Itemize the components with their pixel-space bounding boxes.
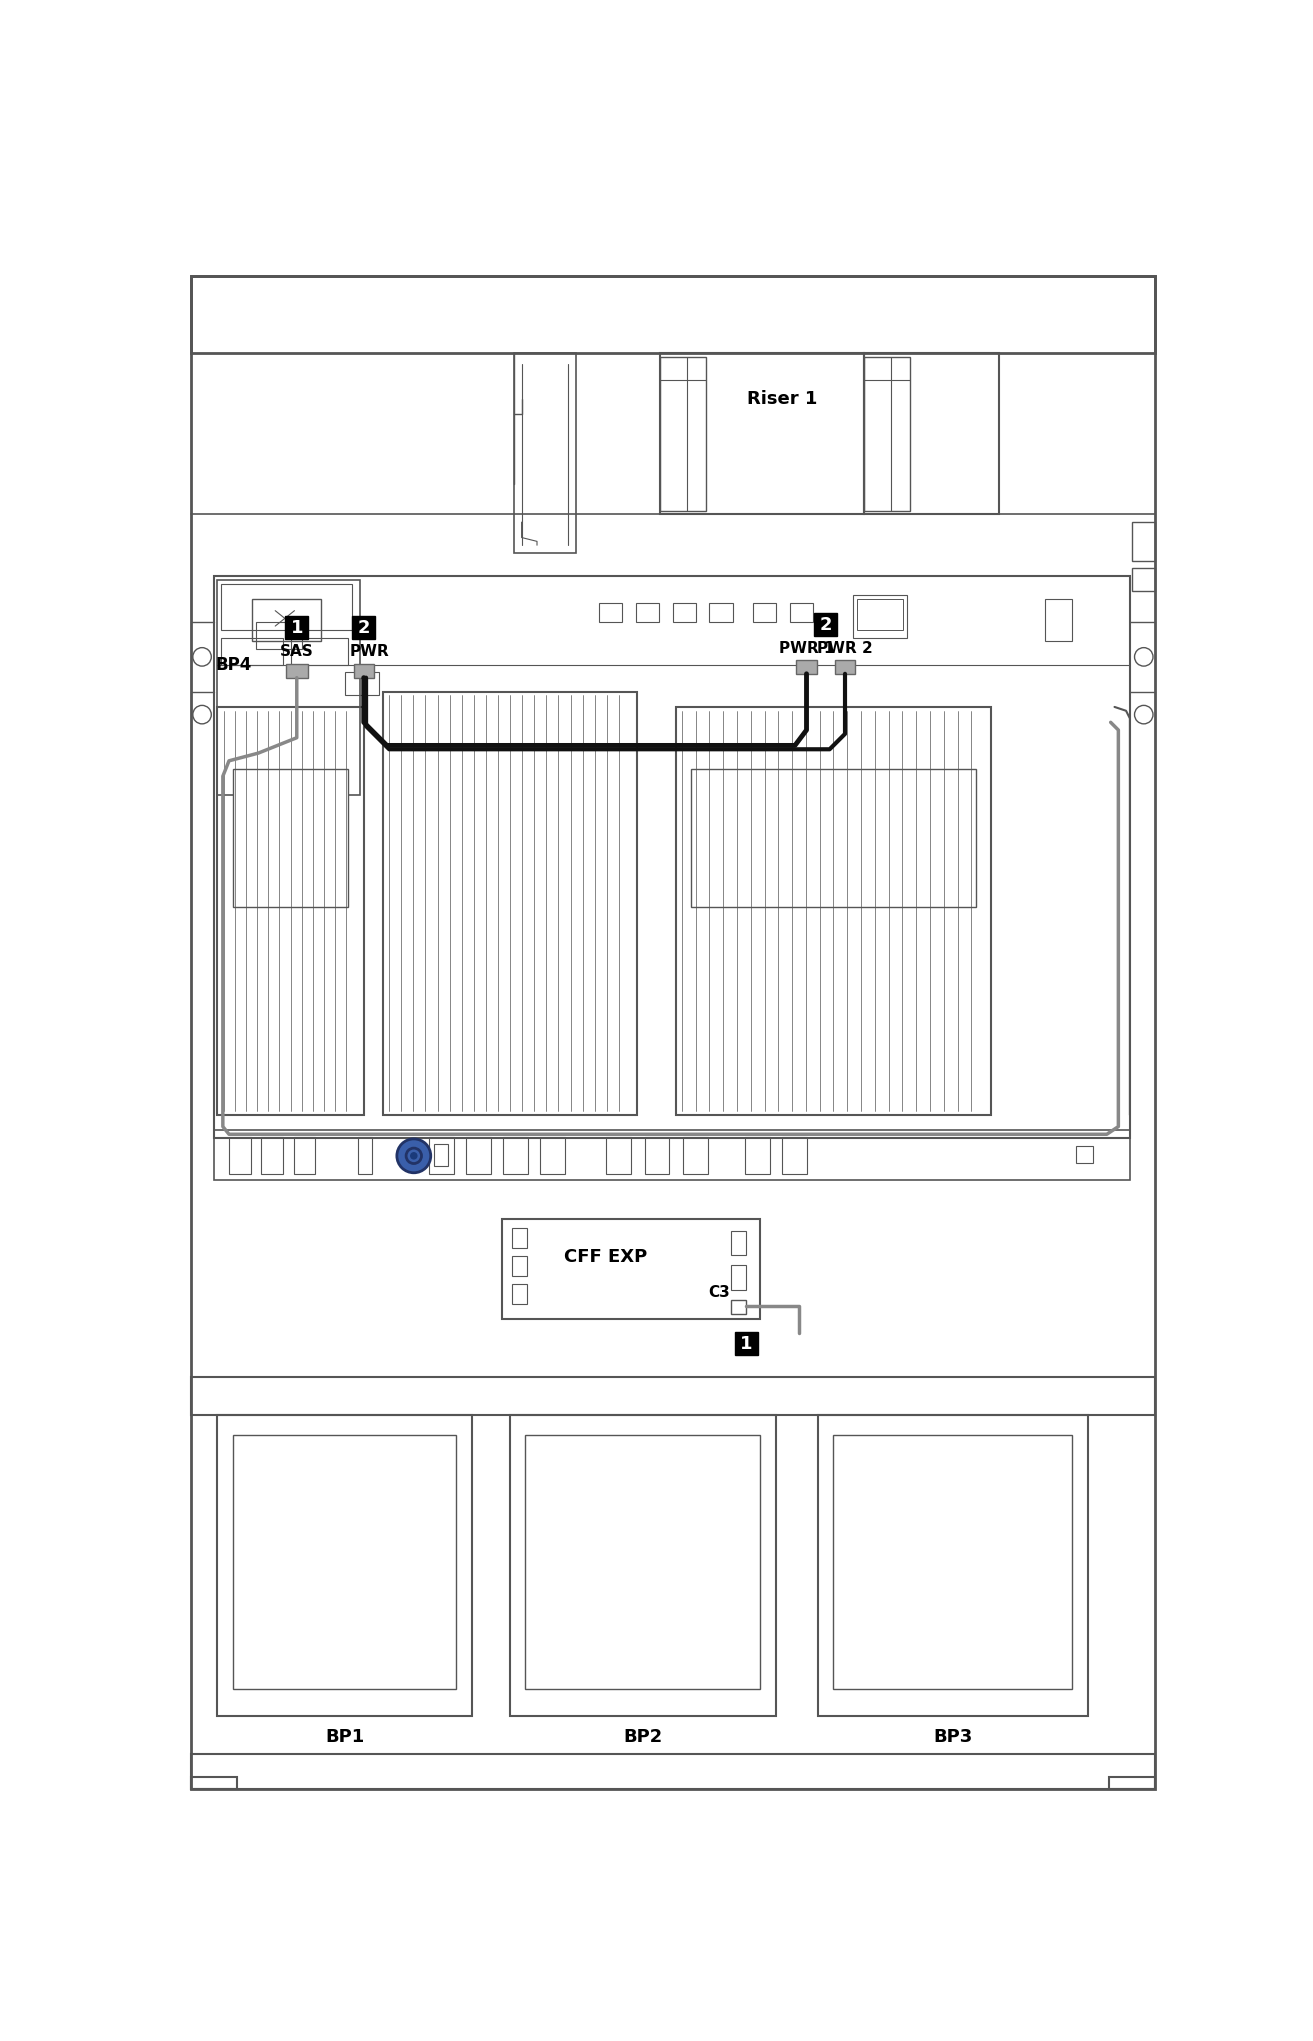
Bar [256,623,302,649]
Text: Riser 1: Riser 1 [747,390,818,408]
Bar [252,600,322,641]
Bar [358,1137,372,1174]
Bar [190,276,1155,353]
Text: 1: 1 [741,1335,752,1353]
Bar [660,353,864,514]
FancyBboxPatch shape [814,612,838,637]
FancyBboxPatch shape [735,1333,758,1355]
Bar [834,1435,1073,1688]
Bar [190,1778,236,1788]
Bar [232,1435,456,1688]
Bar [789,602,813,623]
Bar [709,602,733,623]
Text: SAS: SAS [280,645,314,659]
Bar [429,1137,454,1174]
Bar [856,600,903,631]
Bar [852,596,906,637]
FancyBboxPatch shape [285,616,309,639]
Bar [835,659,855,674]
Circle shape [397,1139,431,1174]
Bar [731,1231,747,1255]
FancyBboxPatch shape [352,616,376,639]
Bar [228,1137,251,1174]
Bar [294,1137,315,1174]
Text: PWR: PWR [351,645,390,659]
Bar [466,1137,491,1174]
Text: 1: 1 [290,618,303,637]
Text: BP4: BP4 [215,655,252,674]
Bar [731,1265,747,1290]
Bar [218,706,364,1114]
Bar [599,602,622,623]
Bar [261,1137,282,1174]
Text: CFF EXP: CFF EXP [563,1249,647,1267]
Bar [190,1378,1155,1414]
Bar [218,580,360,796]
Bar [513,353,575,553]
Bar [540,1137,565,1174]
Bar [222,637,282,665]
Bar [676,706,991,1114]
Bar [1132,567,1155,592]
Bar [752,602,776,623]
Bar [512,1284,527,1304]
Bar [864,357,910,510]
Text: PWR 1: PWR 1 [779,641,834,655]
Bar [645,1137,670,1174]
Bar [1132,522,1155,561]
Bar [383,692,637,1114]
Bar [512,1255,527,1276]
Bar [344,671,379,696]
Text: PWR 2: PWR 2 [817,641,873,655]
Bar [353,663,374,678]
Bar [683,1137,708,1174]
Bar [214,576,1130,1139]
Bar [672,602,696,623]
Bar [503,1137,528,1174]
Text: 2: 2 [357,618,370,637]
Bar [232,769,348,906]
Text: BP3: BP3 [934,1729,973,1747]
Bar [525,1435,760,1688]
Bar [744,1137,769,1174]
Bar [509,1414,776,1716]
Bar [433,1145,448,1165]
Bar [512,1229,527,1249]
Bar [1077,1145,1092,1163]
Text: 2: 2 [819,616,832,633]
Bar [190,1753,1155,1788]
Text: C3: C3 [708,1284,730,1300]
Bar [222,584,352,631]
Bar [864,353,999,514]
Bar [691,769,976,906]
Text: BP1: BP1 [324,1729,364,1747]
Bar [290,637,348,665]
Bar [660,357,706,510]
Text: BP2: BP2 [624,1729,663,1747]
Bar [1109,1778,1155,1788]
Bar [503,1218,760,1318]
Circle shape [411,1153,418,1159]
Bar [286,663,307,678]
Bar [1045,600,1073,641]
Bar [635,602,659,623]
Bar [797,659,817,674]
Bar [818,1414,1087,1716]
Bar [781,1137,806,1174]
Bar [607,1137,632,1174]
Bar [731,1300,747,1314]
Bar [218,1414,471,1716]
Bar [214,1131,1130,1180]
